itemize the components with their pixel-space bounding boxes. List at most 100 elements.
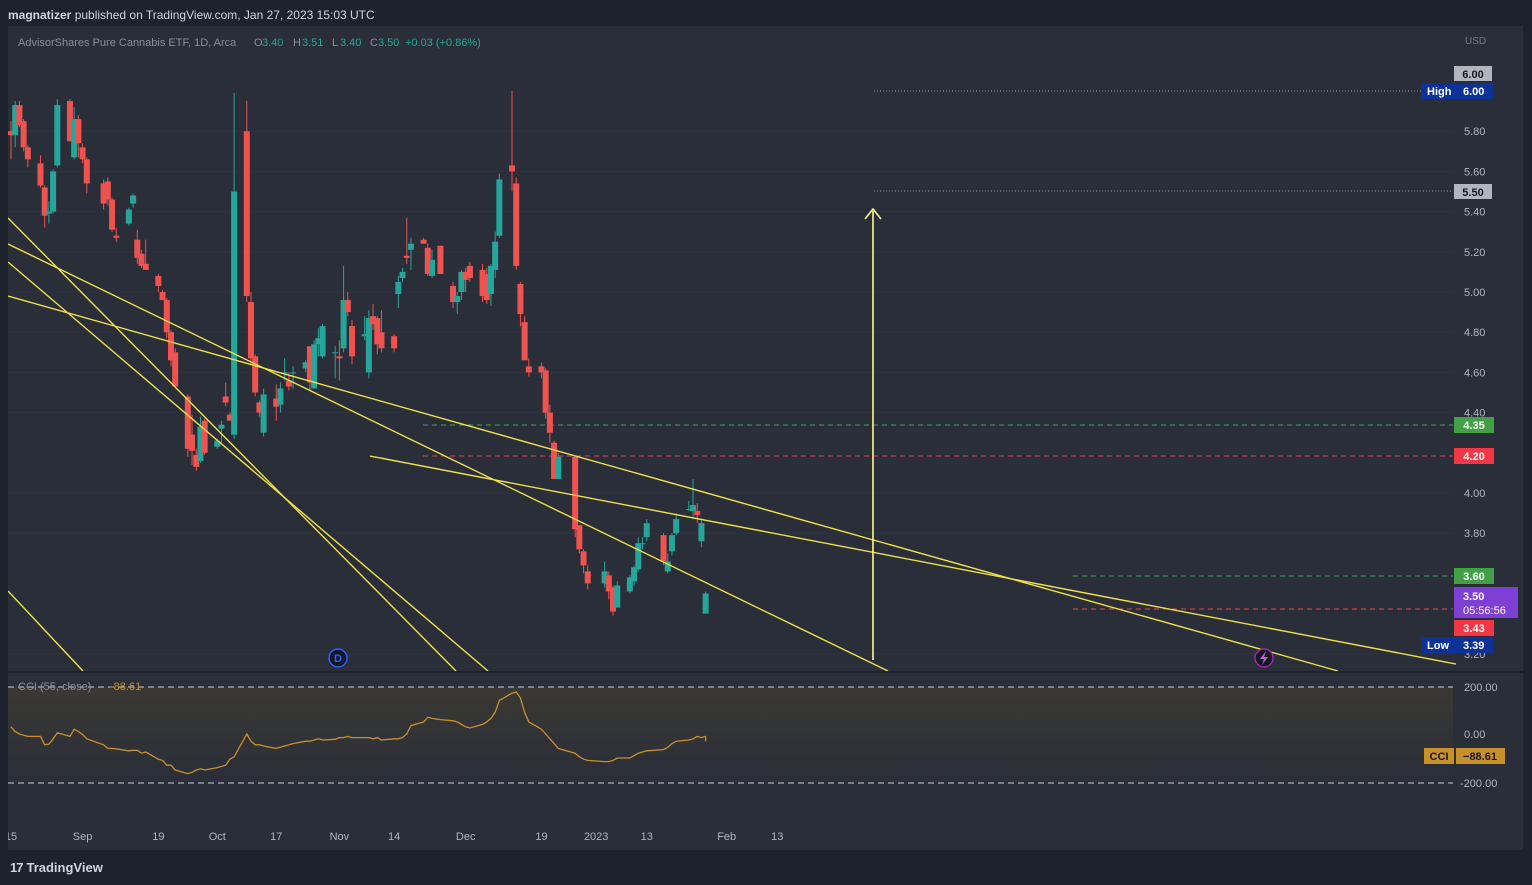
low-label: Low (1427, 640, 1449, 652)
publish-info: magnatizer published on TradingView.com,… (8, 8, 375, 22)
symbol-legend[interactable]: AdvisorShares Pure Cannabis ETF, 1D, Arc… (18, 37, 237, 49)
trendline-3[interactable] (7, 243, 889, 672)
candle-body (395, 281, 402, 295)
tradingview-logo[interactable]: 17 TradingView (10, 860, 103, 875)
time-tick-label: Dec (456, 831, 476, 843)
candle-body (243, 131, 250, 297)
candle-body (252, 356, 259, 393)
svg-text:C: C (370, 37, 378, 49)
candle-body (12, 105, 19, 136)
time-axis[interactable]: 15 Sep 19 Oct 17 Nov 14 Dec 19 2023 13 Feb 13 (5, 831, 783, 843)
candle-body (517, 283, 524, 315)
candle-body (610, 587, 617, 612)
price-tick-label: 4.80 (1464, 327, 1485, 339)
price-tick-label: 5.80 (1464, 126, 1485, 138)
candle-body (332, 352, 339, 354)
candle-body (319, 326, 326, 357)
candle-body (290, 372, 297, 374)
projection-arrow[interactable] (864, 207, 882, 660)
candle-body (184, 396, 191, 449)
candle-body (306, 346, 313, 383)
candle-body (450, 285, 457, 303)
candle-body (542, 370, 549, 413)
candle-body (24, 147, 31, 160)
trendline-6[interactable] (7, 590, 84, 672)
price-tick-label: 5.00 (1464, 287, 1485, 299)
candle-body (163, 300, 170, 333)
candle-body (311, 344, 318, 389)
candle-body (273, 398, 280, 407)
trendline-5[interactable] (369, 455, 1457, 665)
candle-body (370, 316, 377, 325)
candle-body (391, 336, 398, 349)
candle-body (572, 456, 579, 530)
earnings-flash-icon[interactable] (1254, 648, 1274, 668)
candle-body (336, 356, 343, 359)
candle-body (555, 456, 562, 479)
price-axis[interactable]: 5.80 5.60 5.40 5.20 5.00 4.80 4.60 4.40 4.00 3.80… (1464, 126, 1485, 661)
ohlc-legend: O 3.40 H 3.51 L 3.40 C 3.50 +0.03 (+0.86… (254, 37, 481, 49)
price-tag-top: 6.00 (1462, 69, 1483, 81)
publish-text: published on TradingView.com, Jan 27, 20… (71, 8, 375, 22)
candle-body (483, 273, 490, 301)
trendline-4[interactable] (7, 295, 1339, 672)
svg-text:3.40: 3.40 (340, 37, 361, 49)
trendline-2[interactable] (7, 261, 489, 672)
candle-body (551, 442, 558, 479)
candle-body (349, 326, 356, 357)
candle-body (113, 235, 120, 238)
svg-text:L: L (332, 37, 338, 49)
candle-body (159, 292, 166, 301)
svg-text:CCI: CCI (1430, 751, 1449, 763)
candle-body (513, 183, 520, 266)
candle-body (340, 300, 347, 349)
candle-body (277, 388, 284, 405)
candle-body (496, 179, 503, 236)
pane-separator[interactable] (8, 671, 1523, 673)
dividend-marker[interactable]: D (328, 648, 348, 668)
candle-body (45, 211, 52, 214)
candle-body (487, 265, 494, 295)
price-tick-label: 5.40 (1464, 207, 1485, 219)
time-tick-label: Feb (717, 831, 736, 843)
cci-axis-top: 200.00 (1464, 682, 1498, 694)
time-tick-label: 14 (388, 831, 400, 843)
cci-line[interactable] (10, 691, 707, 775)
price-tag-435: 4.35 (1463, 420, 1484, 432)
candle-body (374, 318, 381, 345)
trendline-1[interactable] (7, 217, 457, 672)
candle-body (546, 412, 553, 433)
candle-body (125, 209, 132, 224)
svg-text:H: H (293, 37, 301, 49)
candle-body (694, 511, 701, 516)
publisher-name[interactable]: magnatizer (8, 8, 72, 22)
candle-body (492, 241, 499, 270)
svg-text:+0.03 (+0.86%): +0.03 (+0.86%) (405, 37, 481, 49)
svg-text:3.40: 3.40 (262, 37, 283, 49)
currency-label: USD (1465, 36, 1486, 47)
candle-body (626, 577, 633, 592)
candle-body (462, 271, 469, 280)
candle-body (458, 271, 465, 292)
candle-body (698, 523, 705, 542)
candle-body (685, 509, 692, 511)
time-tick-label: Oct (209, 831, 226, 843)
grid (8, 130, 1453, 655)
time-tick-label: 17 (270, 831, 282, 843)
price-tick-label: 4.60 (1464, 367, 1485, 379)
tradingview-logo-text: TradingView (26, 860, 103, 875)
candle-body (104, 181, 111, 200)
footer (0, 850, 1532, 885)
cci-legend[interactable]: CCI (55, close) (18, 681, 91, 693)
chart-svg[interactable]: AdvisorShares Pure Cannabis ETF, 1D, Arc… (5, 26, 1523, 850)
countdown-tag: 05:56:56 (1463, 605, 1506, 617)
candle-body (302, 362, 309, 369)
candle-body (365, 318, 372, 373)
candle-body (54, 105, 61, 166)
candle-body (71, 119, 78, 158)
candle-body (580, 551, 587, 566)
chart-panel[interactable]: AdvisorShares Pure Cannabis ETF, 1D, Arc… (5, 26, 1523, 850)
candle-body (403, 255, 410, 258)
candle-body (142, 263, 149, 270)
time-tick-label: 13 (771, 831, 783, 843)
